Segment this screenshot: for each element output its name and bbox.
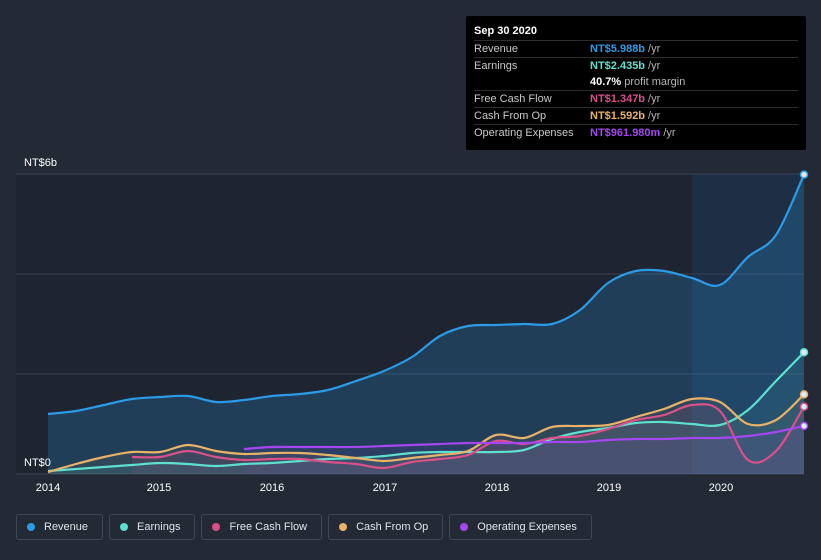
revenue-endpoint xyxy=(799,170,809,179)
x-tick-label: 2015 xyxy=(147,482,171,494)
tooltip-value: NT$1.347b xyxy=(590,93,646,105)
tooltip-row-cash-from-op: Cash From Op NT$1.592b /yr xyxy=(474,107,798,124)
y-axis-top-label: NT$6b xyxy=(24,157,57,169)
tooltip-row-revenue: Revenue NT$5.988b /yr xyxy=(474,40,798,57)
operating-expenses-dot-icon xyxy=(460,523,469,531)
x-tick-label: 2014 xyxy=(36,482,60,494)
tooltip-date: Sep 30 2020 xyxy=(474,25,537,37)
tooltip-label: Cash From Op xyxy=(474,110,547,122)
earnings-line xyxy=(47,351,805,473)
legend-label: Cash From Op xyxy=(356,521,429,533)
cash-from-op-line xyxy=(47,393,805,474)
x-tick-label: 2019 xyxy=(597,482,621,494)
cash-from-op-endpoint xyxy=(799,390,809,399)
legend-label: Operating Expenses xyxy=(477,521,577,533)
tooltip-value: NT$961.980m xyxy=(590,127,661,139)
tooltip-unit: profit margin xyxy=(624,76,686,88)
series-lines xyxy=(47,174,805,474)
tooltip-row-free-cash-flow: Free Cash Flow NT$1.347b /yr xyxy=(474,90,798,107)
legend-item-operating-expenses[interactable]: Operating Expenses xyxy=(449,514,592,540)
cash-from-op-dot-icon xyxy=(339,523,348,531)
free-cash-flow-area xyxy=(132,404,804,474)
tooltip-unit: /yr xyxy=(648,93,661,105)
x-axis-ticks: 2014 2015 2016 2017 2018 2019 2020 xyxy=(36,482,733,494)
legend: Revenue Earnings Free Cash Flow Cash Fro… xyxy=(16,514,592,542)
tooltip-label: Revenue xyxy=(474,43,519,55)
legend-label: Earnings xyxy=(137,521,181,533)
revenue-line xyxy=(47,174,805,416)
y-axis-bottom-label: NT$0 xyxy=(24,457,51,469)
x-tick-label: 2018 xyxy=(485,482,509,494)
tooltip-row-operating-expenses: Operating Expenses NT$961.980m /yr xyxy=(474,124,798,141)
tooltip-unit: /yr xyxy=(648,110,661,122)
tooltip-row-earnings: Earnings NT$2.435b /yr xyxy=(474,57,798,74)
chart-area: NT$6b NT$0 2014 2015 2016 2017 2018 2019 2020 xyxy=(16,157,809,494)
operating-expenses-line xyxy=(243,424,805,451)
x-tick-label: 2016 xyxy=(260,482,284,494)
tooltip-label xyxy=(474,74,590,90)
tooltip-label: Earnings xyxy=(474,60,518,72)
tooltip-row-profit-margin: 40.7% profit margin xyxy=(474,74,798,90)
tooltip-label: Free Cash Flow xyxy=(474,93,552,105)
x-tick-label: 2020 xyxy=(709,482,733,494)
series-endpoints xyxy=(799,170,809,431)
legend-item-revenue[interactable]: Revenue xyxy=(16,514,104,540)
legend-item-earnings[interactable]: Earnings xyxy=(109,514,196,540)
tooltip-value: NT$1.592b xyxy=(590,110,646,122)
tooltip-unit: /yr xyxy=(663,127,676,139)
grid-lines xyxy=(16,173,804,475)
free-cash-flow-dot-icon xyxy=(212,523,221,531)
legend-item-free-cash-flow[interactable]: Free Cash Flow xyxy=(201,514,323,540)
tooltip-label: Operating Expenses xyxy=(474,127,574,139)
operating-expenses-endpoint xyxy=(799,421,809,431)
legend-label: Revenue xyxy=(44,521,89,533)
x-tick-label: 2017 xyxy=(373,482,397,494)
tooltip-value: 40.7% xyxy=(590,76,622,88)
earnings-area xyxy=(48,352,804,474)
free-cash-flow-line xyxy=(131,403,805,470)
revenue-dot-icon xyxy=(27,523,35,531)
free-cash-flow-endpoint xyxy=(799,402,809,411)
tooltip-unit: /yr xyxy=(648,60,661,72)
tooltip-unit: /yr xyxy=(648,43,661,55)
tooltip: Sep 30 2020 Revenue NT$5.988b /yr Earnin… xyxy=(466,16,806,150)
legend-label: Free Cash Flow xyxy=(229,521,308,533)
past-region-background xyxy=(16,174,692,474)
legend-item-cash-from-op[interactable]: Cash From Op xyxy=(328,514,444,540)
earnings-endpoint xyxy=(799,348,809,357)
tooltip-value: NT$2.435b xyxy=(590,60,646,72)
earnings-dot-icon xyxy=(120,523,129,531)
revenue-area xyxy=(48,174,804,474)
tooltip-value: NT$5.988b xyxy=(590,43,646,55)
